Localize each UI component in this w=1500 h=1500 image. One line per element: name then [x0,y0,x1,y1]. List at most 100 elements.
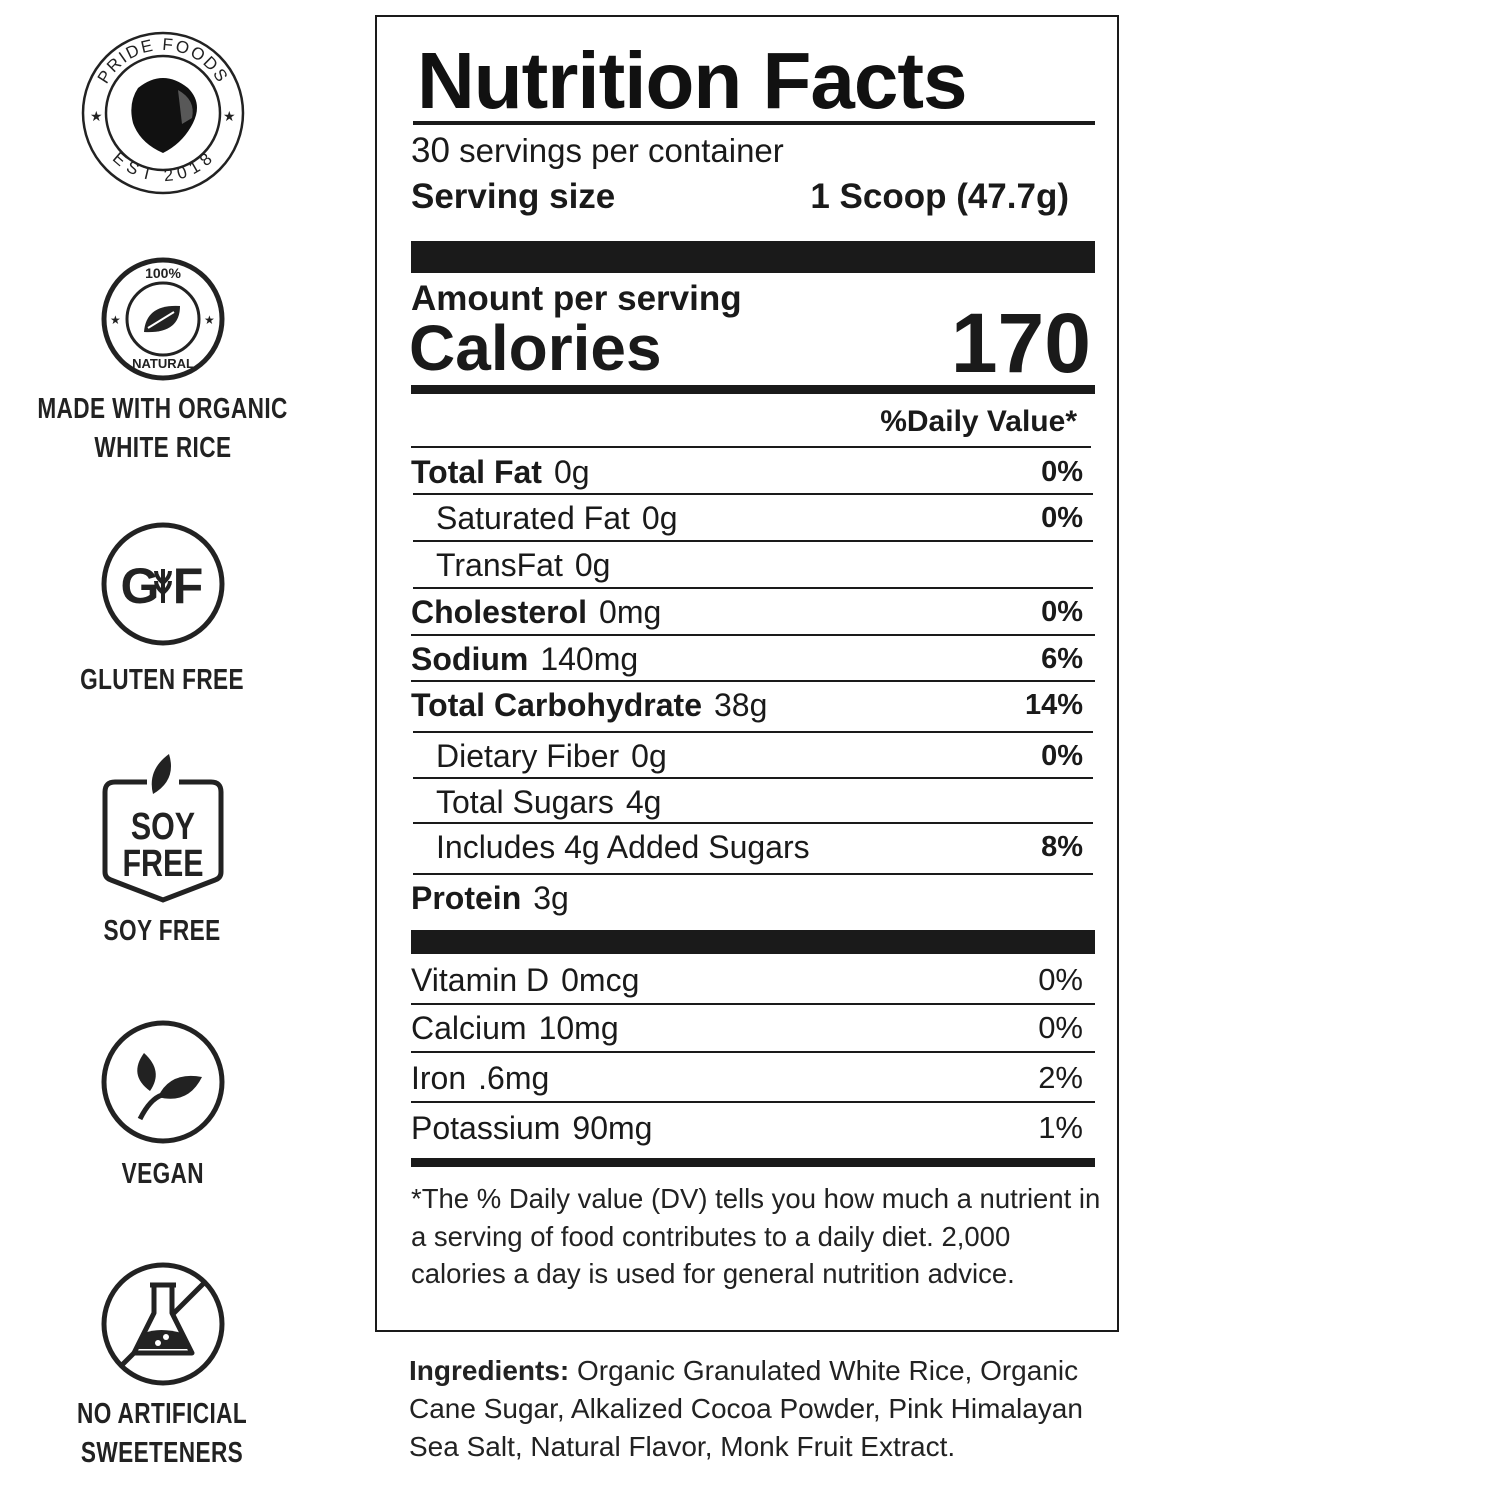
svg-text:★: ★ [90,108,103,124]
nutrient-daily-value: 0% [1041,456,1083,488]
badge-vegan: VEGAN [0,1019,325,1194]
svg-text:★: ★ [110,313,121,327]
nutrient-name: Total Carbohydrate [411,687,702,723]
calories-label: Calories [409,312,662,384]
divider [413,121,1095,125]
nutrient-row: Total Sugars 4g [411,779,1083,825]
divider [413,540,1093,542]
nutrient-daily-value: 6% [1041,643,1083,675]
nutrient-daily-value: 0% [1041,596,1083,628]
nutrient-name: Total Sugars [436,784,614,820]
thick-divider [411,930,1095,954]
nutrient-daily-value: 0% [1041,502,1083,534]
vitamin-daily-value: 2% [1038,1060,1083,1095]
soy-free-icon: SOY FREE [102,754,223,903]
vitamin-daily-value: 0% [1038,962,1083,997]
nutrient-amount: 0mg [599,594,662,630]
vitamin-row: Vitamin D 0mcg 0% [411,957,1083,1003]
divider [411,1003,1095,1005]
svg-text:NATURAL: NATURAL [132,356,194,371]
svg-text:100%: 100% [145,265,181,281]
thick-divider [411,1158,1095,1167]
ingredients: Ingredients: Organic Granulated White Ri… [409,1352,1109,1466]
badge-label: NO ARTIFICIAL [77,1398,248,1430]
nutrient-row: Total Carbohydrate 38g 14% [411,682,1083,728]
nutrient-name: Includes 4g Added Sugars [436,829,810,865]
nutrient-row: Cholesterol 0mg 0% [411,589,1083,635]
divider [413,873,1093,875]
badge-label: GLUTEN FREE [80,664,245,696]
badge-label: VEGAN [121,1158,204,1190]
gluten-free-icon: G F [101,522,224,646]
nutrient-daily-value: 0% [1041,740,1083,772]
nutrient-name: Total Fat [411,454,542,490]
divider [411,446,1091,448]
vegan-leaf-icon [101,1020,224,1144]
badge-label: SWEETENERS [81,1437,244,1469]
label-title: Nutrition Facts [417,36,967,125]
svg-text:★: ★ [204,313,215,327]
footnote: *The % Daily value (DV) tells you how mu… [411,1183,1101,1289]
svg-text:G: G [120,558,159,614]
badge-soy-free: SOY FREE SOY FREE [0,752,325,951]
calories-value: 170 [950,296,1091,390]
nutrient-amount: 140mg [540,641,639,677]
nutrient-name: Cholesterol [411,594,588,630]
divider [413,777,1093,779]
no-artificial-flask-icon [101,1262,224,1386]
vitamin-row: Calcium 10mg 0% [411,1005,1083,1051]
servings-per-container: 30 servings per container [411,131,784,171]
badge-label: WHITE RICE [93,432,232,464]
nutrient-amount: 0g [574,547,611,583]
vitamin-amount: .6mg [478,1060,550,1096]
nutrient-row: TransFat 0g [411,542,1083,588]
servings-text: servings per container [459,132,784,169]
svg-text:F: F [172,558,203,614]
divider [411,1051,1095,1053]
divider [411,1101,1095,1103]
nutrient-daily-value: 8% [1041,831,1083,863]
pride-foods-lion-logo-icon: PRIDE FOODS EST 2018 ★ ★ [81,31,244,195]
vitamin-amount: 0mcg [561,962,640,998]
vitamin-daily-value: 1% [1038,1110,1083,1145]
nutrient-row: Protein 3g [411,875,1083,921]
svg-text:FREE: FREE [122,843,203,885]
vitamin-name: Iron [411,1060,467,1096]
amount-per-serving: Amount per serving [411,279,742,318]
nutrient-row: Total Fat 0g 0% [411,449,1083,495]
nutrient-name: Saturated Fat [436,500,630,536]
divider [413,822,1093,824]
nutrient-row: Sodium 140mg 6% [411,636,1083,682]
vitamin-name: Vitamin D [411,962,550,998]
badge-gluten-free: G F GLUTEN FREE [0,521,325,700]
nutrient-name: Sodium [411,641,529,677]
nutrient-name: Protein [411,880,522,916]
vitamin-name: Calcium [411,1010,527,1046]
vitamin-name: Potassium [411,1110,561,1146]
nutrient-row: Includes 4g Added Sugars 8% [411,824,1083,870]
divider [413,587,1093,589]
nutrient-name: Dietary Fiber [436,738,620,774]
divider [411,680,1095,682]
serving-size-value: 1 Scoop (47.7g) [810,177,1069,216]
thick-divider [411,241,1095,273]
nutrient-amount: 4g [625,784,662,820]
nutrient-amount: 0g [641,500,678,536]
nutrient-amount: 0g [553,454,590,490]
servings-count: 30 [411,131,450,170]
badge-no-artificial: NO ARTIFICIAL SWEETENERS [0,1261,325,1473]
ingredients-label: Ingredients: [409,1355,570,1386]
nutrient-row: Dietary Fiber 0g 0% [411,733,1083,779]
divider [411,634,1095,636]
vitamin-amount: 90mg [572,1110,653,1146]
vitamin-row: Potassium 90mg 1% [411,1105,1083,1151]
nutrient-daily-value: 14% [1024,689,1083,721]
daily-value-header: %Daily Value* [880,405,1077,438]
vitamin-row: Iron .6mg 2% [411,1055,1083,1101]
badge-label: SOY FREE [103,915,222,947]
divider [411,385,1095,394]
nutrient-name: TransFat [436,547,563,583]
svg-text:EST 2018: EST 2018 [108,148,216,185]
badge-organic: 100% NATURAL ★ ★ MADE WITH ORGANIC WHITE … [0,256,325,468]
divider [413,493,1093,495]
